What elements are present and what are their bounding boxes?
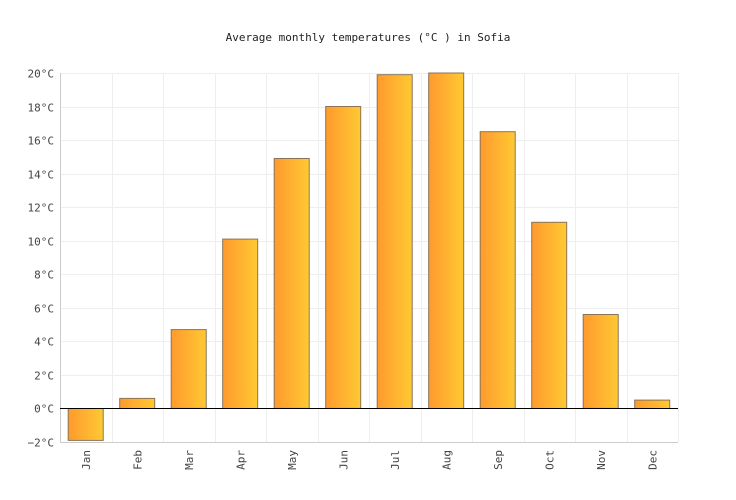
y-tick-label: 10°C — [28, 236, 55, 249]
bars — [67, 72, 671, 441]
x-tick-label: Oct — [543, 450, 556, 470]
bar-feb — [119, 397, 156, 409]
bar-mar — [170, 329, 207, 409]
bar-dec — [634, 399, 671, 410]
y-tick-label: 12°C — [28, 202, 55, 215]
x-tick-label: Dec — [646, 450, 659, 470]
y-tick-label: 4°C — [34, 336, 54, 349]
y-tick-label: 6°C — [34, 303, 54, 316]
bar-aug — [428, 72, 465, 409]
x-tick-label: Apr — [234, 450, 247, 470]
y-axis-tick-labels: −2°C 0°C 2°C 4°C 6°C 8°C 10°C 12°C 14°C 16°C 18°C 2… — [28, 68, 55, 450]
y-tick-label: 20°C — [28, 68, 55, 81]
x-tick-label: Jul — [389, 450, 402, 470]
bar-jul — [376, 74, 413, 409]
y-tick-label: −2°C — [28, 437, 55, 450]
axes — [60, 73, 678, 443]
bar-jan — [67, 408, 104, 441]
y-tick-label: 0°C — [34, 403, 54, 416]
y-tick-label: 14°C — [28, 169, 55, 182]
x-tick-label: May — [286, 450, 299, 470]
x-tick-label: Nov — [595, 450, 608, 470]
bar-jun — [325, 106, 362, 409]
x-tick-label: Feb — [131, 450, 144, 470]
bar-oct — [531, 221, 568, 409]
y-tick-label: 16°C — [28, 135, 55, 148]
x-tick-label: Jun — [337, 450, 350, 470]
bar-sep — [479, 131, 516, 409]
x-tick-label: Aug — [440, 450, 453, 470]
x-axis-tick-labels: Jan Feb Mar Apr May Jun Jul Aug Sep Oct Nov Dec — [80, 450, 660, 470]
y-tick-label: 8°C — [34, 269, 54, 282]
bar-may — [273, 158, 310, 409]
bar-apr — [222, 238, 259, 409]
bar-nov — [582, 314, 619, 409]
chart-title: Average monthly temperatures (°C ) in So… — [226, 31, 511, 44]
y-tick-label: 18°C — [28, 102, 55, 115]
x-tick-label: Mar — [183, 450, 196, 470]
x-tick-label: Sep — [492, 450, 505, 470]
x-tick-label: Jan — [80, 450, 93, 470]
y-tick-label: 2°C — [34, 370, 54, 383]
